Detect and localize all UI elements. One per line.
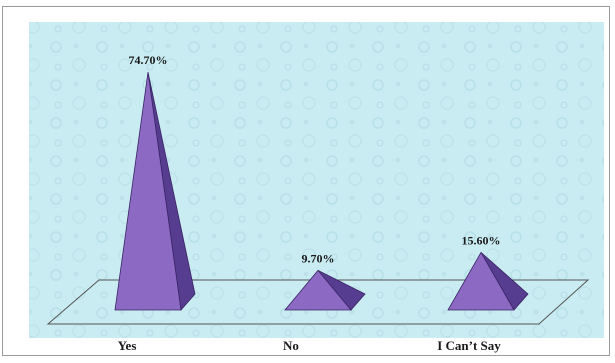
- category-label: Yes: [118, 338, 137, 353]
- pyramid-bar-1: [284, 269, 366, 311]
- pyramid-bar-0: [114, 72, 196, 311]
- chart-floor: [46, 279, 590, 325]
- category-label: I Can’t Say: [437, 338, 501, 353]
- category-label: No: [283, 338, 299, 353]
- data-label: 74.70%: [129, 53, 168, 67]
- pyramid-front-face: [284, 269, 352, 311]
- data-label: 15.60%: [462, 233, 501, 247]
- pyramid-bar-2: [447, 251, 529, 311]
- pyramid-front-face: [447, 251, 515, 311]
- data-label: 9.70%: [302, 251, 335, 265]
- pyramid-front-face: [114, 72, 182, 311]
